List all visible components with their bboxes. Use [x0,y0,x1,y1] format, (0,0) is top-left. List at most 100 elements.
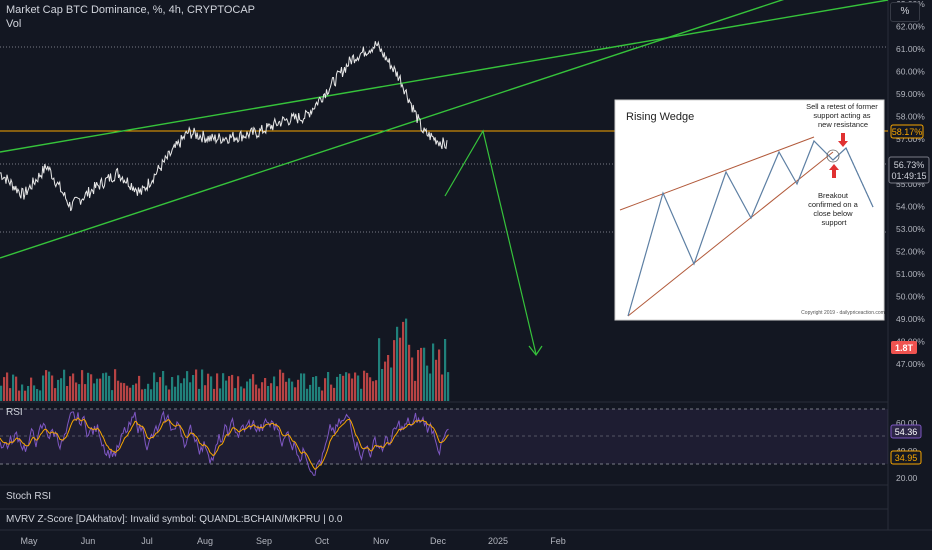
projection-path[interactable] [444,129,537,355]
volume-bar [213,388,216,401]
volume-bar [381,369,384,401]
volume-bar [402,321,405,401]
volume-bar [441,374,444,401]
price-tag: 56.73% 01:49:15 [888,156,930,184]
volume-bar [360,388,363,401]
time-axis-label: Dec [430,536,447,546]
volume-bar [255,384,258,401]
volume-bar [432,343,435,401]
volume-bar [387,355,390,401]
volume-bar [375,380,378,401]
rsi-ma-tag: 34.95 [890,450,922,465]
lower-trend-line[interactable] [0,0,888,259]
volume-bar [372,381,375,401]
volume-bar [378,338,381,401]
volume-bar [309,384,312,401]
volume-bar [108,375,111,401]
volume-bar [315,376,318,401]
volume-bar [183,378,186,401]
volume-bar [24,390,27,401]
volume-bar [258,388,261,401]
volume-bar [195,369,198,401]
volume-bar [399,337,402,401]
volume-bar [75,382,78,401]
volume-bar [51,375,54,401]
volume-bar [240,386,243,401]
volume-bar [288,378,291,401]
volume-bar [345,372,348,401]
volume-bar [390,367,393,401]
volume-bar [282,372,285,401]
volume-bar [18,390,21,401]
volume-bars [0,318,450,401]
volume-bar [201,369,204,401]
volume-bar [162,371,165,401]
volume-bar [318,386,321,401]
projection-arrowhead [528,345,543,357]
volume-bar [411,357,414,401]
volume-bar [117,380,120,401]
rsi-line [0,410,449,476]
svg-text:Breakout confirmed on a: Breakout confirmed on a close below supp… [808,191,860,227]
mvrv-status-text: MVRV Z-Score [DAkhatov]: Invalid symbol:… [6,514,343,525]
volume-bar [33,385,36,401]
volume-bar [81,370,84,401]
price-series [0,40,448,212]
volume-bar [246,381,249,401]
chart-title: Market Cap BTC Dominance, %, 4h, CRYPTOC… [6,4,256,16]
volume-bar [36,389,39,401]
time-axis-label: Feb [550,536,566,546]
stoch-rsi-label: Stoch RSI [6,491,52,502]
rsi-label: RSI [6,407,23,418]
volume-bar [45,370,48,401]
volume-bar [354,372,357,401]
resistance-tag: 58.17% [890,124,924,139]
volume-bar [234,388,237,401]
price-axis-tick: 54.00% [896,202,925,212]
volume-bar [219,388,222,401]
volume-bar [102,373,105,401]
svg-text:56.73%: 56.73% [894,160,925,170]
volume-bar [93,383,96,401]
volume-bar [261,382,264,401]
svg-text:01:49:15: 01:49:15 [891,171,926,181]
volume-bar [294,387,297,401]
volume-bar [210,376,213,401]
volume-bar [267,386,270,401]
volume-bar [171,377,174,401]
time-axis-label: May [20,536,38,546]
volume-bar [192,375,195,401]
volume-bar [348,373,351,401]
rsi-value-tag: 54.36 [890,424,922,439]
rising-wedge-inset: Rising Wedge Sell a retest of former sup… [614,99,885,321]
volume-bar [273,376,276,401]
volume-bar [168,389,171,401]
volume-bar [165,385,168,401]
volume-bar [99,378,102,401]
volume-bar [297,379,300,401]
svg-text:1.8T: 1.8T [895,343,914,353]
price-axis-tick: 57.00% [896,134,925,144]
volume-bar [270,383,273,401]
volume-bar [363,370,366,401]
upper-trend-line[interactable] [0,0,889,153]
volume-bar [300,373,303,401]
volume-bar [435,359,438,401]
svg-text:Sell a retest of former: Sell a retest of former support acting a… [806,102,880,129]
volume-bar [126,385,129,401]
vol-label: Vol [6,18,22,30]
volume-bar [39,390,42,401]
volume-bar [21,384,24,401]
volume-bar [42,375,45,401]
volume-bar [138,375,141,401]
volume-bar [324,378,327,401]
volume-bar [60,378,63,401]
volume-tag: 1.8T [891,341,917,354]
volume-bar [231,374,234,401]
time-axis-label: Jul [141,536,153,546]
percent-scale-button[interactable]: % [890,2,920,22]
volume-bar [414,380,417,401]
volume-bar [90,374,93,401]
volume-bar [222,373,225,401]
